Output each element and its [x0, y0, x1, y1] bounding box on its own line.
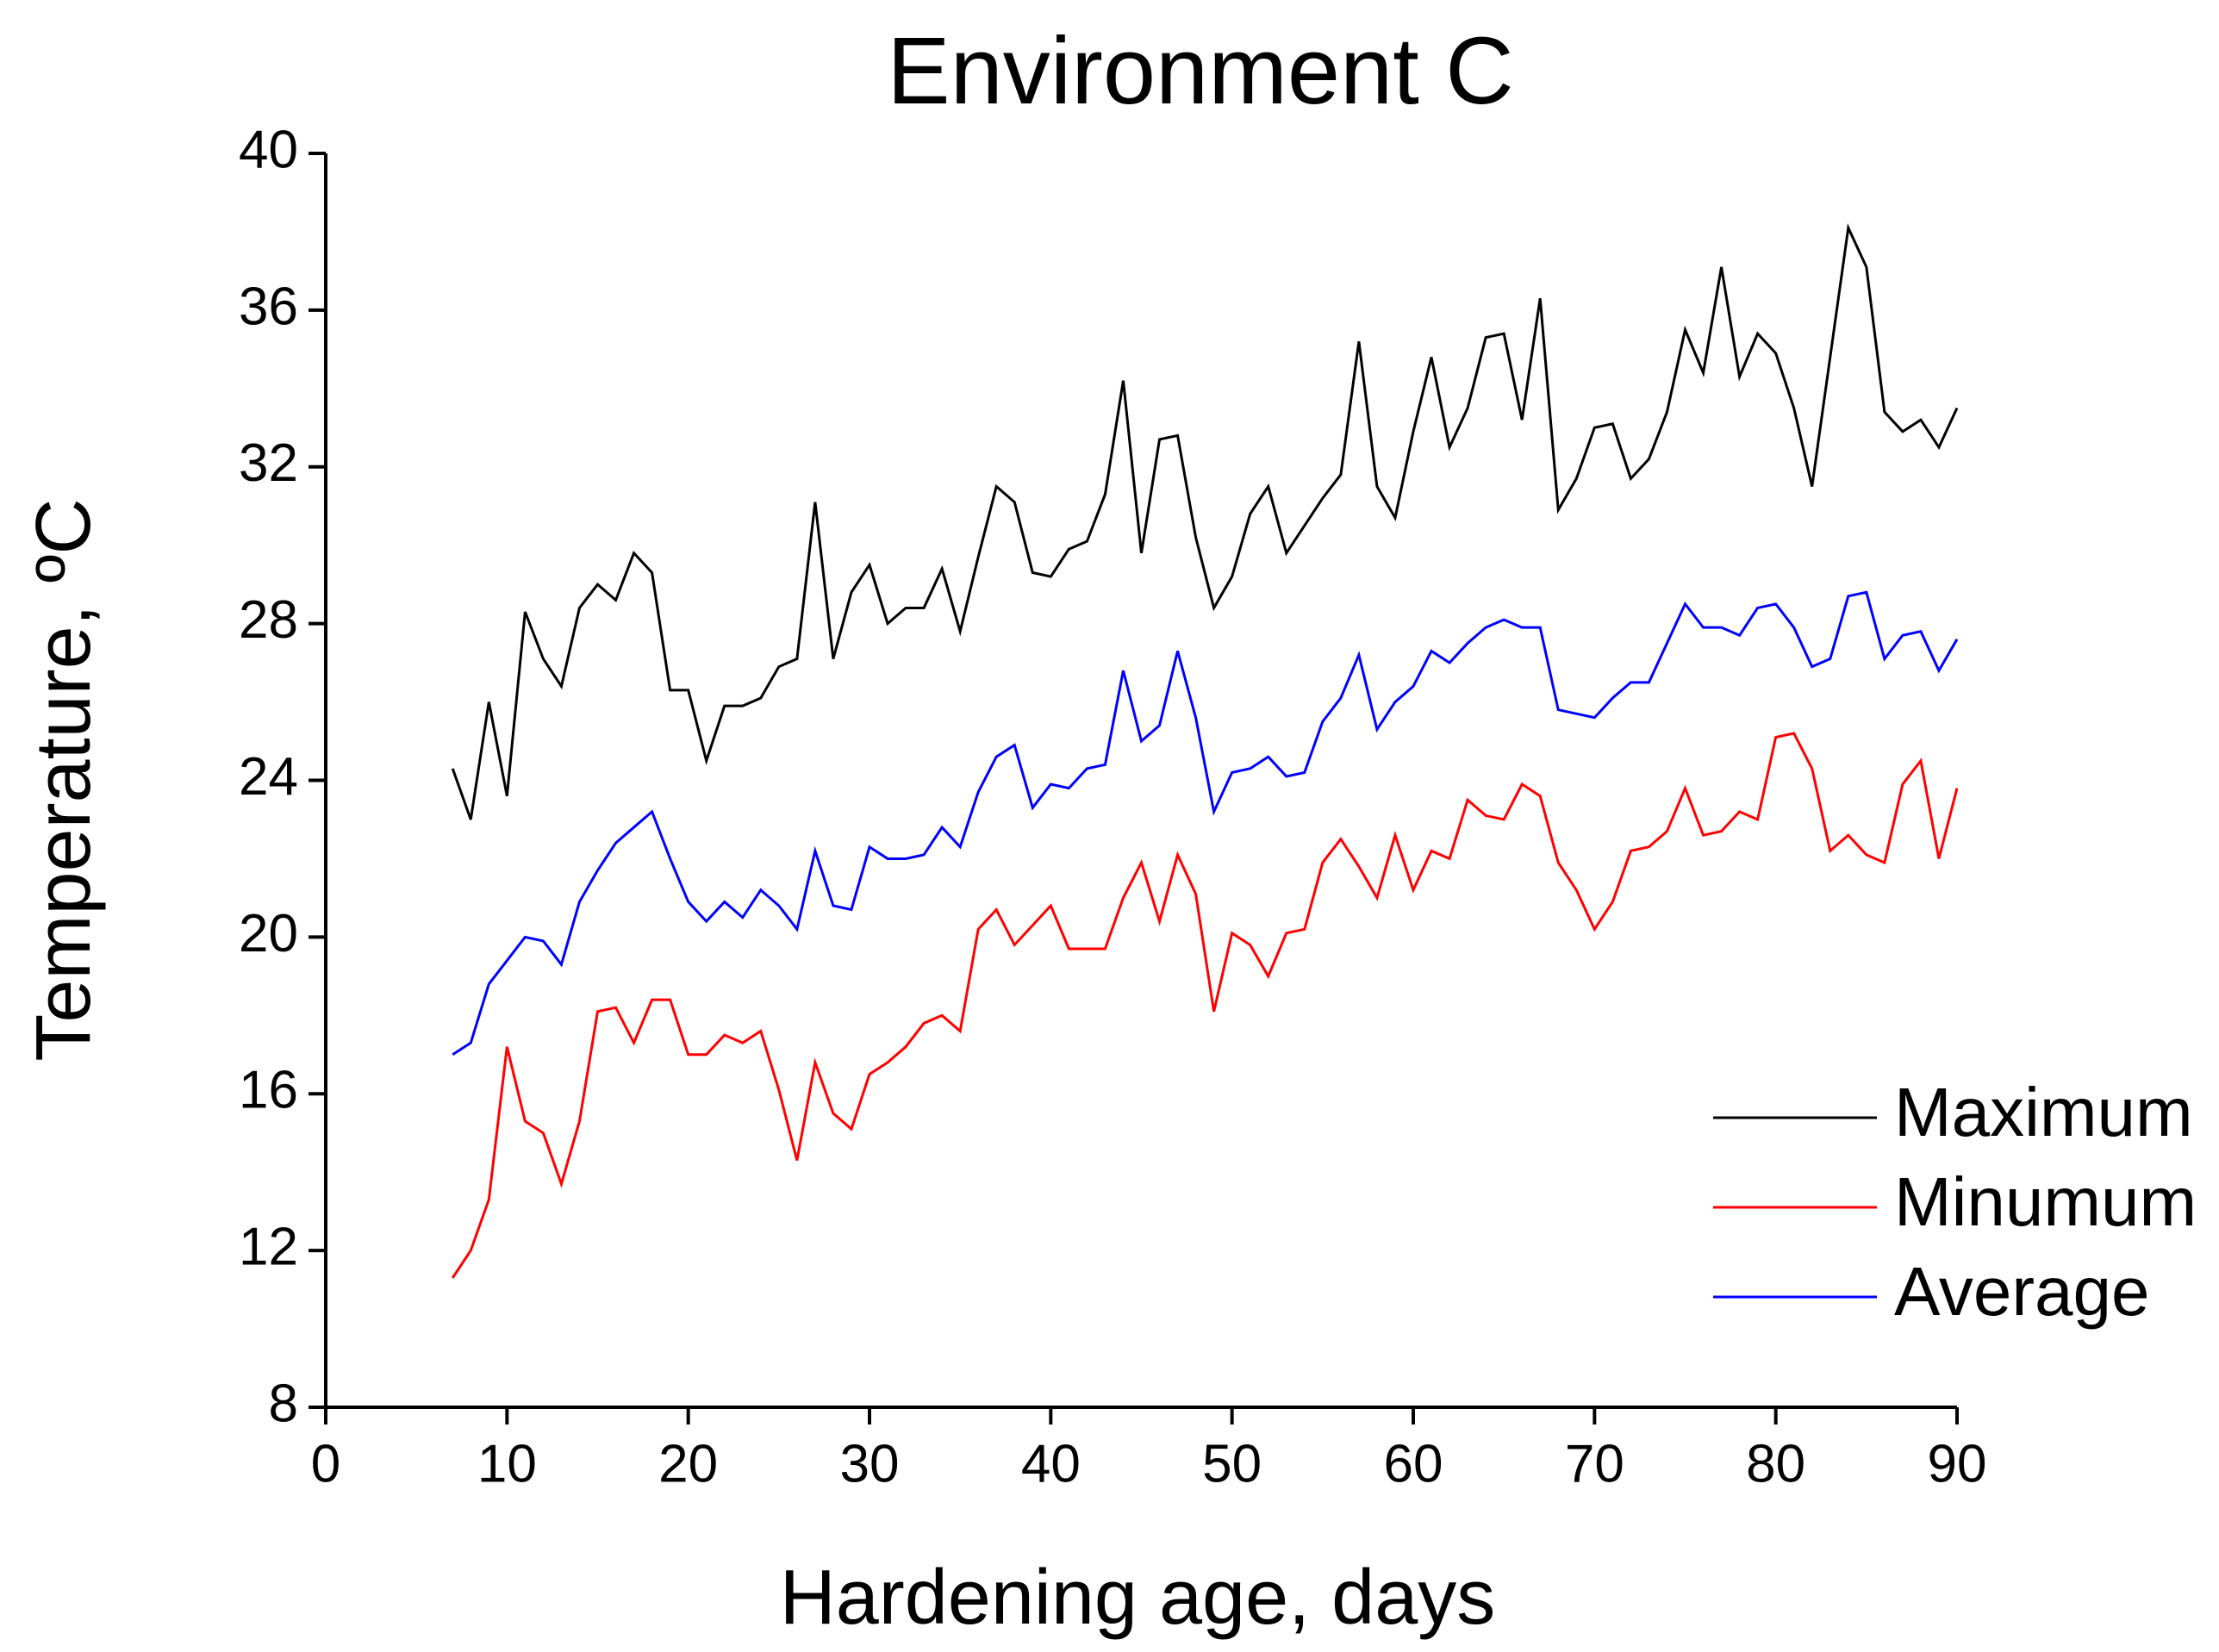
- x-tick-label: 90: [1928, 1434, 1987, 1493]
- x-tick-label: 50: [1202, 1434, 1262, 1493]
- x-tick-label: 60: [1384, 1434, 1443, 1493]
- y-tick-label: 40: [239, 120, 298, 179]
- x-axis-label: Hardening age, days: [780, 1555, 1496, 1641]
- line-series: [452, 590, 1959, 1057]
- y-tick-label: 36: [239, 277, 298, 336]
- y-tick-label: 32: [239, 433, 298, 493]
- legend-label: Minumum: [1894, 1163, 2197, 1240]
- legend-label: Maximum: [1894, 1074, 2193, 1150]
- x-tick-label: 40: [1021, 1434, 1081, 1493]
- y-tick-label: 16: [239, 1061, 298, 1120]
- y-tick-label: 28: [239, 590, 298, 650]
- line-series: [451, 223, 1959, 820]
- y-tick-label: 24: [239, 747, 298, 807]
- line-series: [451, 732, 1959, 1279]
- x-tick-label: 0: [311, 1434, 340, 1493]
- x-tick-label: 80: [1746, 1434, 1805, 1493]
- x-tick-label: 10: [477, 1434, 537, 1493]
- x-tick-label: 20: [658, 1434, 718, 1493]
- x-tick-label: 30: [840, 1434, 900, 1493]
- x-tick-label: 70: [1565, 1434, 1624, 1493]
- y-tick-label: 8: [269, 1374, 298, 1433]
- y-axis-label: Temperature, ºC: [21, 498, 107, 1061]
- chart-title: Environment C: [887, 18, 1514, 124]
- y-tick-label: 20: [239, 904, 298, 963]
- y-tick-label: 12: [239, 1218, 298, 1277]
- legend-label: Average: [1894, 1253, 2150, 1330]
